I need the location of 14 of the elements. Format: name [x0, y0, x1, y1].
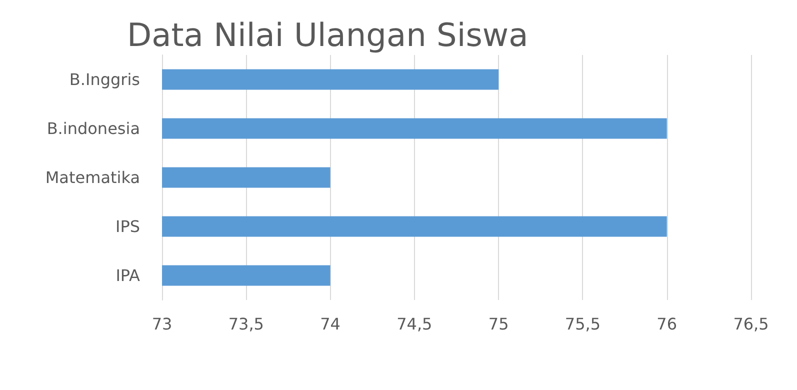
y-tick-label: B.Inggris — [69, 70, 140, 89]
y-tick-label: IPA — [116, 266, 140, 285]
x-tick-label: 74 — [320, 314, 340, 334]
x-tick-label: 76,5 — [733, 314, 769, 334]
x-tick-label: 73,5 — [228, 314, 264, 334]
x-tick-label: 73 — [152, 314, 172, 334]
x-tick-label: 75,5 — [564, 314, 601, 334]
y-tick-label: Matematika — [45, 168, 140, 187]
x-tick-label: 76 — [656, 314, 678, 334]
y-tick-label: IPS — [115, 217, 140, 236]
y-tick-label: B.indonesia — [46, 119, 140, 138]
x-tick-label: 74,5 — [396, 314, 432, 334]
x-tick-label: 75 — [488, 314, 509, 334]
chart-title: Data Nilai Ulangan Siswa — [127, 16, 528, 54]
